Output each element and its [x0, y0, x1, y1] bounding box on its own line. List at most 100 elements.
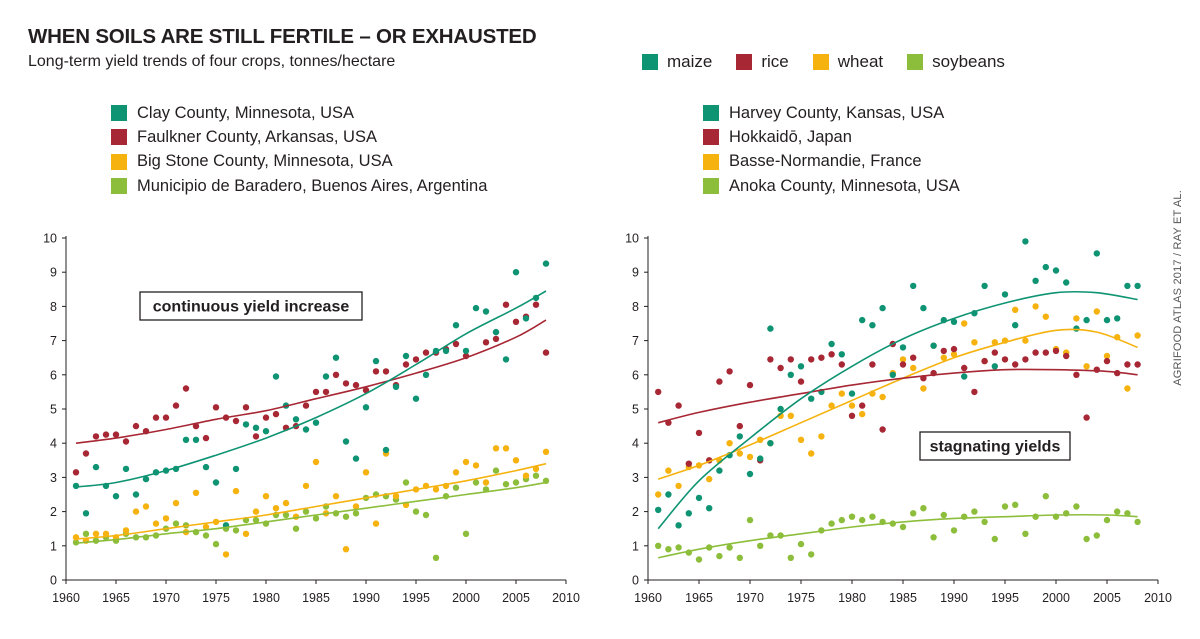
crop-legend-item-wheat: wheat: [812, 52, 883, 72]
data-point-wheat: [961, 320, 968, 327]
data-point-maize: [512, 269, 520, 276]
data-point-wheat: [818, 433, 825, 440]
data-point-soybeans: [512, 479, 520, 486]
data-point-maize: [716, 467, 723, 474]
data-point-maize: [961, 373, 968, 380]
data-point-maize: [482, 308, 490, 315]
data-point-wheat: [532, 465, 540, 473]
data-point-soybeans: [808, 551, 815, 558]
data-point-maize: [777, 405, 784, 413]
data-point-wheat: [172, 499, 180, 507]
data-point-soybeans: [202, 532, 210, 539]
data-point-maize: [372, 357, 380, 365]
right-location-soybeans-label: Anoka County, Minnesota, USA: [729, 176, 960, 195]
data-point-soybeans: [292, 525, 300, 532]
data-point-soybeans: [961, 513, 968, 520]
data-point-maize: [72, 482, 80, 490]
annotation-box: [919, 431, 1071, 461]
data-point-wheat: [482, 479, 490, 486]
data-point-maize: [1001, 291, 1009, 298]
data-point-rice: [92, 433, 100, 440]
data-point-soybeans: [1042, 493, 1050, 500]
annotation-box: [139, 291, 363, 321]
data-point-maize: [1022, 238, 1029, 245]
data-point-wheat: [746, 453, 754, 461]
data-point-wheat: [512, 457, 520, 464]
data-point-rice: [242, 404, 250, 411]
data-point-soybeans: [716, 552, 723, 560]
y-tick-label: 5: [632, 403, 639, 417]
data-point-maize: [1093, 250, 1101, 257]
data-point-rice: [352, 381, 360, 389]
data-point-maize: [899, 344, 907, 351]
x-tick-label: 1995: [402, 591, 430, 605]
data-point-soybeans: [252, 516, 260, 524]
data-point-wheat: [362, 469, 370, 476]
data-point-soybeans: [787, 554, 794, 561]
data-point-rice: [152, 414, 160, 421]
data-point-soybeans: [1134, 518, 1141, 526]
y-tick-label: 6: [50, 368, 57, 382]
left-location-legend: Clay County, Minnesota, USA Faulkner Cou…: [111, 101, 487, 198]
data-point-rice: [1063, 352, 1070, 360]
swatch-maize: [111, 105, 127, 122]
annotation-label: continuous yield increase: [153, 299, 350, 316]
data-point-maize: [362, 404, 370, 411]
data-point-wheat: [1073, 315, 1080, 322]
data-point-wheat: [787, 412, 794, 419]
data-point-maize: [492, 328, 500, 336]
data-point-maize: [182, 436, 190, 443]
data-point-wheat: [222, 551, 230, 558]
data-point-soybeans: [412, 508, 420, 515]
data-point-wheat: [706, 475, 713, 483]
y-tick-label: 3: [50, 471, 57, 485]
data-point-soybeans: [312, 515, 320, 522]
data-point-soybeans: [302, 508, 310, 515]
data-point-maize: [665, 491, 672, 498]
data-point-maize: [1063, 279, 1070, 286]
data-point-rice: [695, 429, 703, 437]
legend-label-maize: maize: [667, 52, 713, 71]
data-point-rice: [1012, 361, 1019, 368]
data-point-rice: [981, 357, 988, 365]
left-location-soybeans-label: Municipio de Baradero, Buenos Aires, Arg…: [137, 176, 488, 195]
data-point-rice: [322, 388, 330, 396]
data-point-wheat: [1083, 363, 1090, 370]
data-point-wheat: [352, 503, 360, 510]
data-point-soybeans: [1093, 532, 1101, 539]
data-point-maize: [685, 510, 692, 517]
x-tick-label: 1960: [52, 591, 80, 605]
data-point-maize: [1114, 315, 1121, 322]
legend-swatch-rice: [736, 54, 753, 70]
swatch-soybeans: [111, 178, 127, 195]
data-point-maize: [675, 522, 682, 529]
data-point-wheat: [132, 508, 140, 515]
data-point-soybeans: [981, 518, 988, 526]
left-location-wheat: Big Stone County, Minnesota, USA: [111, 150, 487, 174]
data-point-maize: [422, 371, 430, 378]
data-point-soybeans: [1001, 503, 1009, 510]
data-point-soybeans: [342, 513, 350, 520]
data-point-maize: [82, 510, 90, 517]
data-point-rice: [1022, 356, 1029, 363]
data-point-rice: [212, 404, 220, 411]
data-point-maize: [402, 352, 410, 360]
data-point-wheat: [542, 448, 550, 455]
data-point-wheat: [202, 523, 210, 531]
data-point-wheat: [920, 385, 927, 392]
trend-line-maize: [657, 290, 1138, 530]
data-point-soybeans: [282, 511, 290, 519]
data-point-maize: [991, 363, 998, 370]
data-point-rice: [202, 434, 210, 442]
left-location-rice: Faulkner County, Arkansas, USA: [111, 125, 487, 149]
y-tick-label: 10: [43, 232, 57, 246]
data-point-soybeans: [726, 544, 733, 551]
data-point-maize: [1042, 263, 1050, 271]
data-point-maize: [1032, 277, 1039, 284]
swatch-wheat: [111, 153, 127, 170]
right-location-wheat: Basse-Normandie, France: [703, 150, 960, 174]
data-point-soybeans: [1032, 513, 1039, 520]
data-point-maize: [522, 315, 530, 322]
data-point-soybeans: [695, 556, 703, 563]
data-point-maize: [1103, 316, 1111, 324]
